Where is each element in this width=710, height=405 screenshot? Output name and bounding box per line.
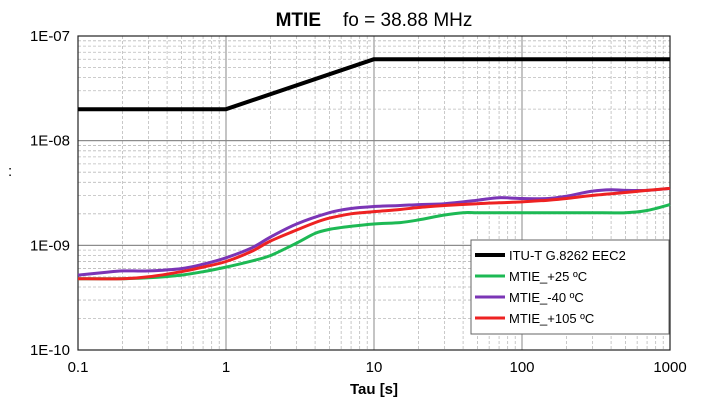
legend-label: ITU-T G.8262 EEC2 <box>509 248 626 263</box>
x-tick-label: 1000 <box>653 359 686 376</box>
x-tick-label: 0.1 <box>68 359 89 376</box>
series-lines <box>77 57 671 281</box>
y-axis-ticks: 1E-10 1E-09 1E-08 1E-07 <box>30 28 70 359</box>
itu-t-limit-line <box>78 57 670 112</box>
x-tick-label: 10 <box>366 359 383 376</box>
y-tick-label: 1E-10 <box>30 342 70 359</box>
side-mark: : <box>8 163 12 180</box>
chart-title: MTIE fo = 38.88 MHz <box>276 10 473 31</box>
chart-title-bold: MTIE <box>276 10 321 31</box>
plot-frame <box>77 35 671 351</box>
x-tick-label: 100 <box>509 359 534 376</box>
legend-label: MTIE_+25 ºC <box>509 269 587 284</box>
legend-label: MTIE_+105 ºC <box>509 311 594 326</box>
y-tick-label: 1E-07 <box>30 28 70 45</box>
chart-title-rest: fo = 38.88 MHz <box>343 10 472 31</box>
legend: ITU-T G.8262 EEC2 MTIE_+25 ºC MTIE_-40 ºC M… <box>470 239 670 335</box>
x-axis-label: Tau [s] <box>350 381 398 398</box>
mtie-plus25-line <box>77 203 671 281</box>
mtie-plus105-line <box>77 186 671 281</box>
x-tick-label: 1 <box>222 359 230 376</box>
y-tick-label: 1E-09 <box>30 237 70 254</box>
y-tick-label: 1E-08 <box>30 133 70 150</box>
x-axis-ticks: 0.1 1 10 100 1000 <box>68 359 687 376</box>
mtie-minus40-line <box>77 186 671 277</box>
legend-label: MTIE_-40 ºC <box>509 290 584 305</box>
